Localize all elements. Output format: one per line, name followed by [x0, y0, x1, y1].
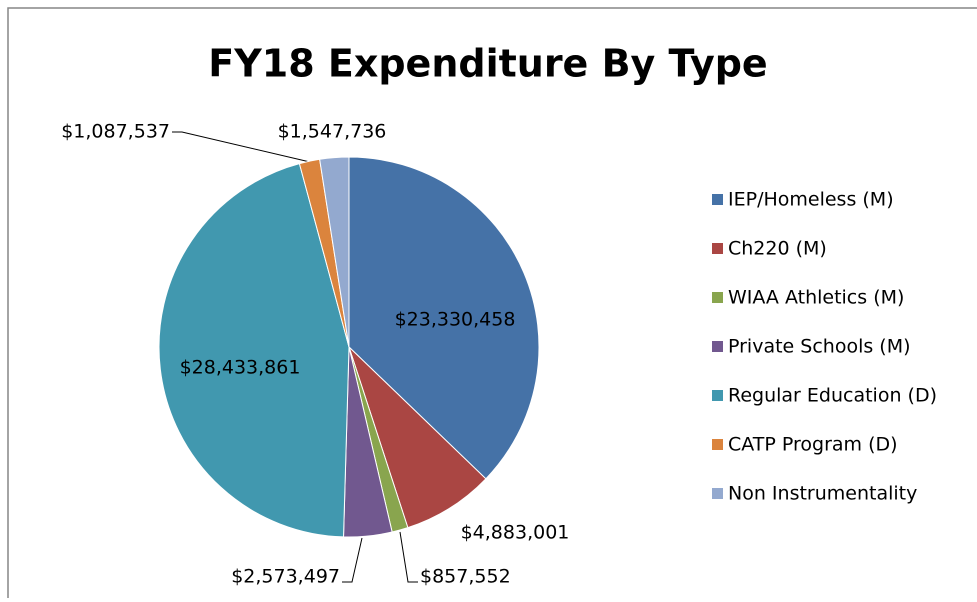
legend-label: IEP/Homeless (M) [728, 189, 894, 211]
legend-swatch [712, 194, 723, 205]
data-label: $4,883,001 [461, 522, 570, 544]
leader-line [399, 531, 418, 583]
legend-label: CATP Program (D) [728, 434, 898, 456]
legend-label: Non Instrumentality [728, 483, 917, 505]
legend-label: Private Schools (M) [728, 336, 911, 358]
pie-slice [319, 156, 350, 348]
leader-line [172, 131, 311, 163]
legend-swatch [712, 439, 723, 450]
pie-slice [158, 162, 350, 538]
leader-line [342, 537, 363, 583]
legend-swatch [712, 488, 723, 499]
data-label: $857,552 [420, 566, 511, 588]
legend-label: WIAA Athletics (M) [728, 287, 904, 309]
data-label: $1,547,736 [278, 121, 387, 143]
data-label: $1,087,537 [61, 121, 170, 143]
legend-label: Regular Education (D) [728, 385, 937, 407]
legend-swatch [712, 341, 723, 352]
data-label: $2,573,497 [231, 566, 340, 588]
pie-slice [348, 156, 540, 480]
legend-label: Ch220 (M) [728, 238, 827, 260]
legend-swatch [712, 390, 723, 401]
legend-swatch [712, 292, 723, 303]
legend-swatch [712, 243, 723, 254]
pie-slice [348, 346, 487, 529]
chart-title: FY18 Expenditure By Type [208, 42, 767, 86]
data-label: $28,433,861 [180, 357, 301, 379]
data-label: $23,330,458 [395, 309, 516, 331]
